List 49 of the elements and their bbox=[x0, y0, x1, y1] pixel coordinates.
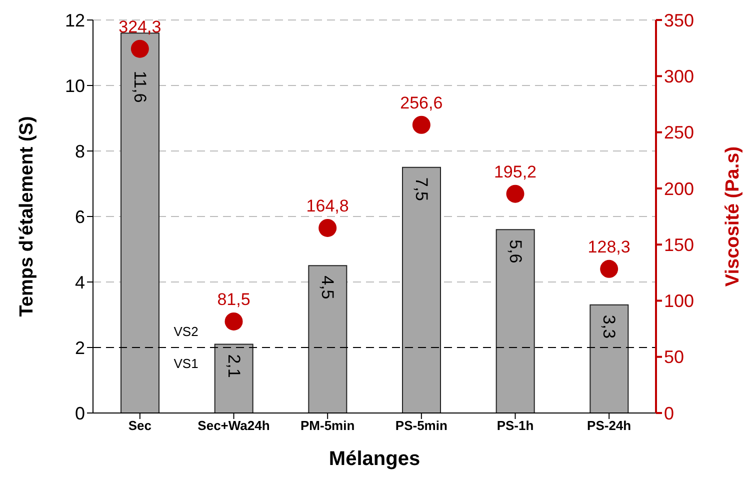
point bbox=[412, 116, 430, 134]
y-tick-label: 0 bbox=[74, 403, 85, 424]
data-label: 7,5 bbox=[412, 177, 431, 202]
annotation: VS2 bbox=[174, 324, 198, 339]
data-label: 2,1 bbox=[224, 354, 244, 378]
x-tick-label: Sec+Wa24h bbox=[198, 418, 270, 434]
point bbox=[130, 40, 149, 58]
x-axis-title: Mélanges bbox=[328, 448, 420, 470]
point bbox=[506, 184, 524, 203]
data-label: 5,6 bbox=[506, 240, 525, 264]
y-axis-title: Temps d'étalement (S) bbox=[16, 116, 38, 317]
y2-tick-label: 100 bbox=[664, 291, 694, 312]
y2-tick-label: 0 bbox=[664, 403, 674, 424]
x-tick-label: PM-5min bbox=[300, 418, 355, 434]
y-tick-label: 10 bbox=[64, 76, 85, 96]
y2-axis-title: Viscosité (Pa.s) bbox=[722, 146, 744, 287]
data-label: 195,2 bbox=[494, 162, 537, 182]
y2-tick-label: 150 bbox=[664, 234, 694, 255]
x-tick-label: PS-5min bbox=[395, 418, 448, 434]
data-label: 3,3 bbox=[600, 314, 619, 339]
data-label: 4,5 bbox=[318, 276, 338, 300]
y-tick-label: 2 bbox=[74, 338, 85, 358]
bar bbox=[496, 229, 535, 413]
data-label: 324,3 bbox=[118, 17, 162, 36]
bar bbox=[402, 166, 441, 413]
bar bbox=[590, 304, 629, 413]
y2-tick-label: 250 bbox=[664, 122, 694, 143]
bar bbox=[308, 265, 348, 413]
y-tick-label: 6 bbox=[74, 206, 85, 227]
y-tick-label: 12 bbox=[64, 10, 85, 30]
y2-tick-label: 200 bbox=[664, 178, 694, 199]
x-tick-label: PS-1h bbox=[496, 418, 534, 434]
data-label: 11,6 bbox=[130, 70, 150, 103]
data-label: 164,8 bbox=[306, 196, 349, 216]
point bbox=[224, 312, 243, 330]
point bbox=[318, 218, 337, 237]
y2-tick-label: 300 bbox=[664, 66, 694, 87]
data-label: 128,3 bbox=[588, 237, 630, 256]
y2-tick-label: 50 bbox=[664, 347, 684, 368]
point bbox=[600, 260, 618, 278]
annotation: VS1 bbox=[174, 356, 198, 371]
data-label: 256,6 bbox=[400, 93, 443, 112]
bar bbox=[214, 344, 254, 413]
y-tick-label: 8 bbox=[74, 141, 85, 162]
y-tick-label: 4 bbox=[74, 272, 85, 292]
data-label: 81,5 bbox=[217, 290, 250, 309]
x-tick-label: Sec bbox=[128, 418, 152, 434]
x-tick-label: PS-24h bbox=[587, 418, 632, 434]
y2-tick-label: 350 bbox=[664, 10, 694, 30]
